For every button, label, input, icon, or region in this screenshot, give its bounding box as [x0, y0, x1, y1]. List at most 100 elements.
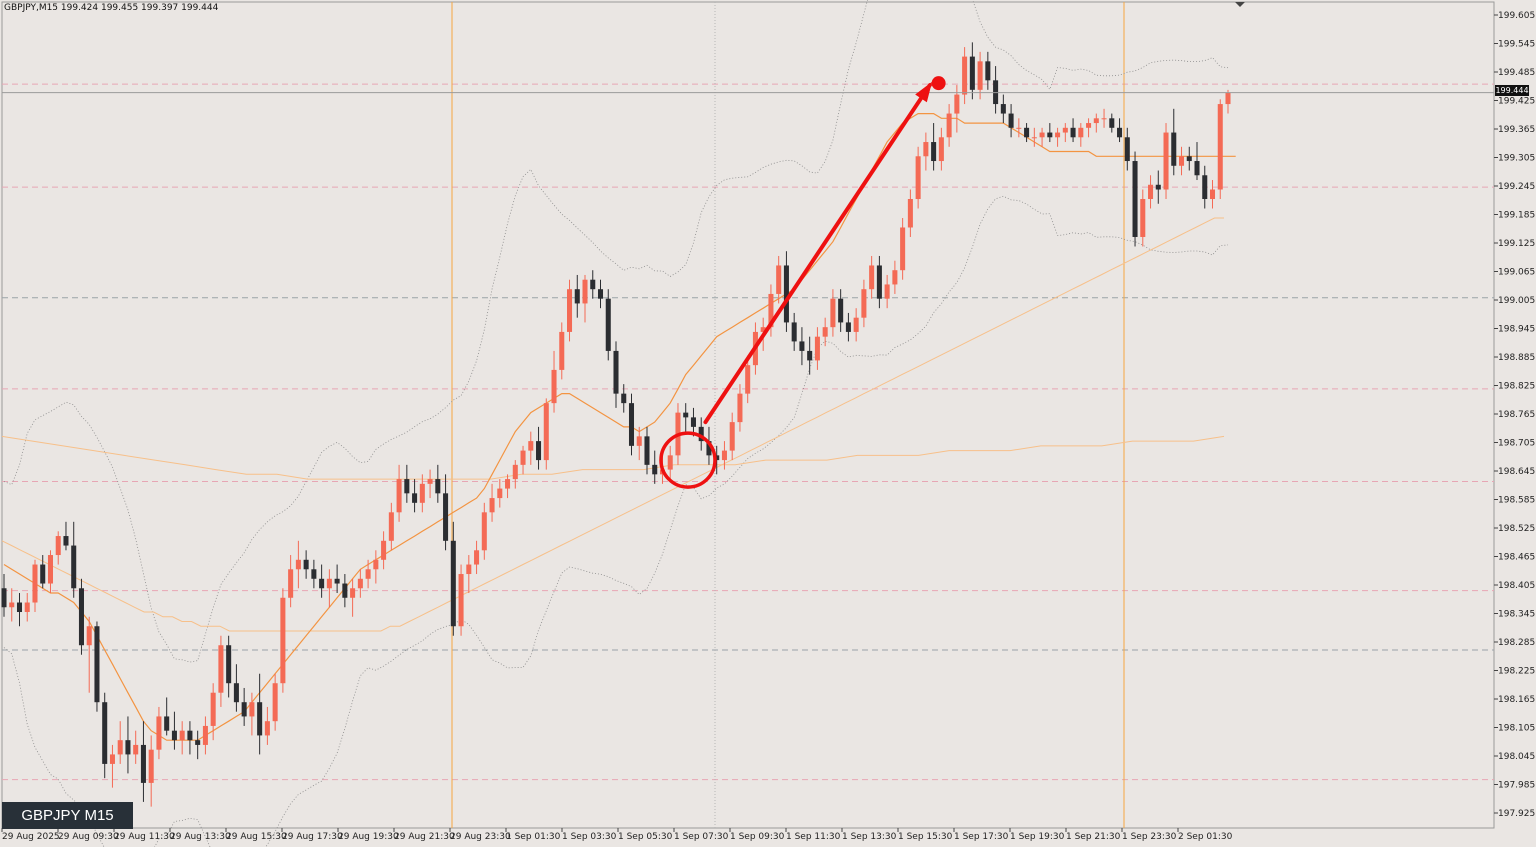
candle: [1039, 127, 1045, 147]
candle-body: [497, 488, 503, 499]
y-tick-label: 199.245: [1498, 182, 1535, 192]
candle: [869, 255, 875, 299]
candle-body: [597, 289, 604, 299]
candle-body: [559, 331, 565, 370]
candle: [776, 255, 782, 304]
candle-body: [590, 279, 596, 290]
candle-body: [133, 744, 139, 755]
candle: [249, 692, 255, 736]
candle-body: [388, 512, 394, 541]
candle: [9, 588, 15, 622]
x-tick-label: 1 Sep 17:30: [954, 832, 1009, 842]
x-tick-label: 1 Sep 11:30: [786, 832, 841, 842]
candle: [512, 460, 518, 489]
y-tick-label: 198.825: [1498, 382, 1535, 392]
candle-body: [218, 645, 224, 693]
candle: [721, 441, 727, 470]
candle-body: [280, 597, 286, 684]
candle-body: [140, 744, 146, 783]
candle-body: [729, 422, 735, 451]
candle: [768, 284, 774, 337]
candle-body: [683, 412, 689, 418]
candle-body: [458, 574, 464, 627]
candle: [729, 412, 735, 461]
candle: [342, 574, 348, 608]
candle-body: [582, 279, 588, 304]
plot-frame: [1, 1, 1495, 829]
candle-body: [148, 749, 154, 783]
candle: [838, 289, 844, 332]
candle-body: [845, 322, 851, 332]
candle-body: [63, 536, 69, 546]
candle: [311, 559, 317, 589]
candle: [365, 559, 371, 589]
candle: [55, 531, 61, 565]
candle-body: [721, 450, 727, 461]
candle-body: [481, 512, 487, 551]
candle-body: [1179, 156, 1185, 166]
candle-body: [745, 365, 751, 394]
candle: [109, 744, 115, 788]
x-tick-label: 29 Aug 09:30: [58, 832, 119, 842]
candle: [946, 104, 952, 147]
candle-body: [233, 683, 239, 703]
candle-body: [396, 479, 402, 513]
candle-body: [760, 327, 766, 332]
candle-body: [249, 702, 255, 717]
candle-body: [295, 559, 301, 570]
candle: [1186, 146, 1192, 171]
candle: [202, 716, 208, 755]
candle-body: [876, 265, 882, 299]
candle: [388, 502, 394, 551]
candle-body: [1109, 118, 1115, 128]
x-tick-label: 1 Sep 23:30: [1122, 832, 1177, 842]
candle: [458, 564, 464, 636]
candle-body: [102, 702, 108, 764]
candle: [419, 474, 425, 513]
candle: [582, 274, 588, 323]
candle-body: [450, 540, 456, 627]
y-tick-label: 198.705: [1498, 439, 1535, 449]
candle-body: [1070, 127, 1076, 138]
x-tick-label: 1 Sep 01:30: [506, 832, 561, 842]
candle: [148, 735, 154, 807]
candle-body: [319, 578, 325, 589]
x-tick-label: 2 Sep 01:30: [1178, 832, 1233, 842]
candle: [907, 189, 913, 237]
candle-body: [1140, 199, 1146, 237]
candle: [218, 635, 224, 707]
candle: [1163, 123, 1169, 200]
candle: [698, 417, 704, 451]
y-tick-label: 198.945: [1498, 325, 1535, 335]
candle-body: [776, 265, 782, 294]
candle-body: [861, 289, 867, 318]
candle: [1109, 113, 1115, 133]
candle: [1, 574, 7, 617]
candle: [427, 469, 433, 499]
y-tick-label: 198.885: [1498, 353, 1535, 363]
candle: [47, 550, 53, 594]
candle: [574, 274, 580, 318]
y-tick-label: 199.605: [1498, 11, 1535, 21]
candle-body: [1202, 175, 1208, 200]
candle: [1140, 189, 1146, 247]
candle-body: [71, 545, 77, 589]
candle-body: [977, 61, 983, 90]
candle: [156, 706, 162, 760]
candle-body: [272, 683, 278, 722]
candle: [404, 464, 410, 503]
candle: [505, 474, 511, 499]
y-tick-label: 197.985: [1498, 781, 1535, 791]
y-tick-label: 198.765: [1498, 410, 1535, 420]
y-tick-label: 198.525: [1498, 524, 1535, 534]
annotation-circle: [659, 431, 717, 489]
candle: [272, 673, 278, 731]
y-tick-label: 197.925: [1498, 809, 1535, 819]
x-tick-label: 1 Sep 13:30: [842, 832, 897, 842]
x-tick-label: 1 Sep 09:30: [730, 832, 785, 842]
candle: [466, 555, 472, 594]
candle: [264, 706, 270, 745]
candle: [140, 721, 146, 802]
